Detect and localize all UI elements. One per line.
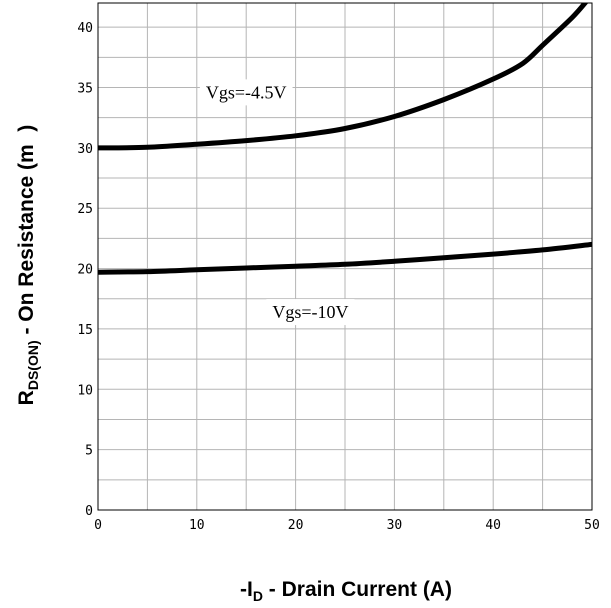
x-tick-label: 20 <box>288 518 304 533</box>
plot-frame <box>97 2 593 511</box>
series-line-1 <box>98 241 592 275</box>
curve-label-background <box>266 299 355 326</box>
y-tick-label: 40 <box>77 21 93 36</box>
y-tick-label: 5 <box>85 444 93 459</box>
curve-label-1: Vgs=-10V <box>272 302 348 322</box>
x-axis-title-suffix: - Drain Current (A) <box>263 578 452 601</box>
x-tick-label: 50 <box>584 518 600 533</box>
x-axis-title: -ID - Drain Current (A) <box>240 578 452 604</box>
tick-labels: 0 10 20 30 40 50 0 5 10 15 20 25 30 35 40 <box>77 21 599 533</box>
y-tick-label: 0 <box>85 504 93 519</box>
y-axis-title-prefix: R <box>15 390 38 405</box>
y-tick-label: 20 <box>77 263 93 278</box>
y-axis-title: RDS(ON) - On Resistance (m ) <box>15 125 41 406</box>
y-axis-title-suffix: - On Resistance (m ) <box>15 125 38 341</box>
x-tick-label: 10 <box>189 518 205 533</box>
y-tick-label: 15 <box>77 323 93 338</box>
series-line-0 <box>98 3 589 151</box>
y-axis-title-subscript: DS(ON) <box>25 340 41 390</box>
y-tick-label: 10 <box>77 383 93 398</box>
series-lines <box>98 3 592 275</box>
x-tick-label: 30 <box>387 518 403 533</box>
y-tick-label: 35 <box>77 82 93 97</box>
y-tick-label: 25 <box>77 202 93 217</box>
x-axis-title-subscript: D <box>253 588 263 604</box>
curve-label-0: Vgs=-4.5V <box>206 82 287 102</box>
y-tick-label: 30 <box>77 142 93 157</box>
curve-labels: Vgs=-4.5V Vgs=-10V <box>199 79 355 326</box>
curve-label-background <box>199 79 293 106</box>
grid-lines <box>97 3 593 511</box>
x-tick-label: 0 <box>94 518 102 533</box>
x-axis-title-prefix: -I <box>240 578 253 601</box>
x-tick-label: 40 <box>485 518 501 533</box>
